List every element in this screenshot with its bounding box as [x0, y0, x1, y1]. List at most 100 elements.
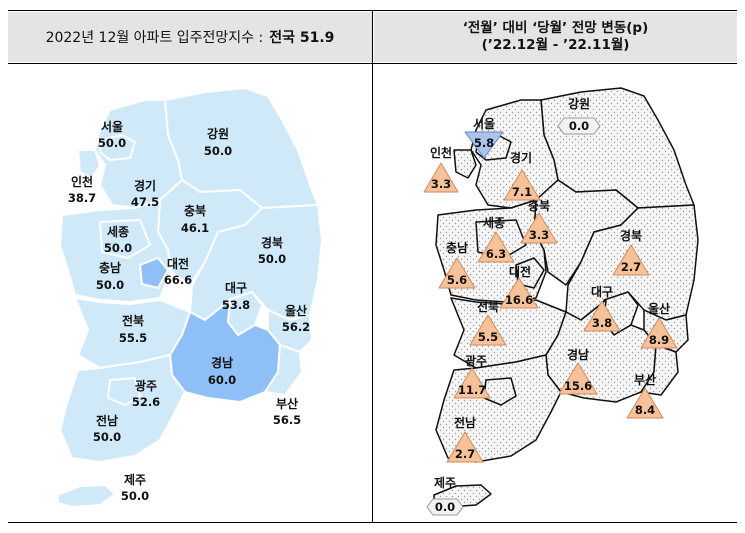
panel-divider — [372, 10, 373, 523]
right-value-sejong: 6.3 — [486, 247, 506, 261]
up-triangle-icon — [640, 317, 678, 349]
right-label-chungbuk: 충북 — [528, 198, 550, 213]
right-value-gyeongnam: 15.6 — [564, 379, 592, 393]
right-value-gyeonggi: 7.1 — [512, 185, 532, 199]
left-value-busan: 56.5 — [273, 413, 301, 427]
up-triangle-icon — [583, 300, 621, 332]
right-title-line2: (’22.12월 - ’22.11월) — [481, 37, 630, 53]
flat-arrow-icon — [426, 498, 464, 516]
left-label-gyeonggi: 경기 — [134, 178, 156, 193]
right-value-chungbuk: 3.3 — [529, 228, 549, 242]
left-value-ulsan: 56.2 — [282, 320, 310, 334]
right-label-gyeonggi: 경기 — [510, 150, 532, 165]
right-region-busan — [640, 344, 679, 396]
left-value-jeonnam: 50.0 — [93, 430, 121, 444]
left-value-jeonbuk: 55.5 — [119, 331, 147, 345]
left-value-incheon: 38.7 — [68, 191, 96, 205]
right-label-gangwon: 강원 — [568, 97, 590, 111]
up-triangle-icon — [469, 314, 507, 346]
up-triangle-icon — [503, 169, 541, 201]
left-label-ulsan: 울산 — [285, 303, 307, 318]
right-label-ulsan: 울산 — [648, 301, 670, 316]
left-region-sejong — [99, 219, 151, 259]
left-value-chungbuk: 46.1 — [181, 221, 209, 235]
left-label-gyeongnam: 경남 — [211, 355, 233, 370]
right-label-sejong: 세종 — [483, 215, 505, 230]
right-label-incheon: 인천 — [430, 145, 452, 160]
left-label-chungbuk: 충북 — [184, 203, 206, 218]
left-label-seoul: 서울 — [101, 119, 123, 134]
up-triangle-icon — [446, 431, 484, 463]
right-label-gwangju: 광주 — [465, 353, 487, 368]
left-value-chungnam: 50.0 — [96, 278, 124, 292]
right-label-gyeongbuk: 경북 — [620, 229, 642, 243]
left-region-seoul — [99, 134, 136, 161]
up-triangle-icon — [453, 367, 491, 399]
left-value-gyeongbuk: 50.0 — [258, 252, 286, 266]
left-label-jeju: 제주 — [124, 473, 146, 487]
left-region-incheon — [77, 149, 101, 179]
left-value-sejong: 50.0 — [104, 241, 132, 255]
right-label-daegu: 대구 — [591, 285, 613, 299]
flat-arrow-icon — [557, 117, 601, 135]
right-label-jeju: 제주 — [434, 476, 456, 490]
up-triangle-icon — [612, 244, 650, 276]
left-label-gyeongbuk: 경북 — [261, 236, 283, 250]
right-value-busan: 8.4 — [635, 403, 655, 417]
right-value-gwangju: 11.7 — [458, 383, 486, 397]
right-markers — [423, 117, 678, 516]
up-triangle-icon — [626, 387, 664, 419]
right-region-incheon — [453, 149, 477, 179]
right-region-jeonnam — [435, 354, 562, 463]
left-label-incheon: 인천 — [71, 174, 93, 189]
left-region-gwangju — [107, 377, 141, 406]
left-label-jeonnam: 전남 — [96, 413, 118, 428]
right-value-jeonnam: 2.7 — [455, 447, 475, 461]
left-region-daejeon — [139, 257, 169, 289]
right-label-seoul: 서울 — [473, 116, 495, 131]
up-triangle-icon — [477, 231, 515, 263]
left-value-gyeonggi: 47.5 — [131, 195, 159, 209]
up-triangle-icon — [558, 362, 598, 395]
right-label-gyeongnam: 경남 — [567, 347, 589, 362]
right-label-jeonbuk: 전북 — [477, 299, 499, 314]
left-label-chungnam: 충남 — [99, 260, 121, 275]
left-value-gyeongnam: 60.0 — [208, 373, 236, 387]
left-label-sejong: 세종 — [107, 224, 129, 239]
right-title-line1: ‘전월’ 대비 ‘당월’ 전망 변동(p) — [462, 20, 649, 36]
right-value-gangwon: 0.0 — [569, 119, 589, 133]
right-value-chungnam: 5.6 — [447, 273, 467, 287]
right-value-daejeon: 16.6 — [505, 293, 533, 307]
right-value-jeju: 0.0 — [435, 500, 455, 514]
left-value-seoul: 50.0 — [98, 136, 126, 150]
right-label-jeonnam: 전남 — [454, 415, 476, 430]
left-region-jeonnam — [59, 354, 186, 463]
up-triangle-icon — [438, 257, 476, 289]
right-map — [433, 87, 699, 508]
left-label-busan: 부산 — [276, 396, 298, 411]
right-value-daegu: 3.8 — [592, 316, 612, 330]
left-region-busan — [264, 344, 303, 396]
left-title-prefix: 2022년 12월 아파트 입주전망지수 : — [45, 30, 264, 46]
left-title-national-value: 전국 51.9 — [269, 30, 335, 46]
right-value-jeonbuk: 5.5 — [478, 330, 498, 344]
right-panel-title: ‘전월’ 대비 ‘당월’ 전망 변동(p) (’22.12월 - ’22.11월… — [374, 12, 737, 62]
left-value-gangwon: 50.0 — [204, 144, 232, 158]
right-value-seoul: 5.8 — [474, 136, 494, 150]
down-triangle-icon — [464, 131, 504, 159]
left-labels: 서울 50.0 강원 50.0 인천 38.7 경기 47.5 충북 46.1 … — [68, 119, 310, 503]
left-value-gwangju: 52.6 — [132, 395, 160, 409]
right-value-incheon: 3.3 — [431, 177, 451, 191]
right-labels: 서울 5.8 강원 0.0 인천 3.3 경기 7.1 충북 3.3 세종 6.… — [430, 97, 670, 514]
left-map — [57, 87, 323, 508]
up-triangle-icon — [520, 212, 558, 244]
left-value-daegu: 53.8 — [222, 298, 250, 312]
up-triangle-icon — [423, 162, 459, 193]
left-label-daejeon: 대전 — [167, 256, 189, 271]
right-label-daejeon: 대전 — [509, 264, 531, 279]
left-label-gangwon: 강원 — [207, 127, 229, 141]
left-panel-title: 2022년 12월 아파트 입주전망지수 : 전국 51.9 — [8, 12, 372, 62]
right-label-chungnam: 충남 — [446, 240, 468, 255]
left-value-daejeon: 66.6 — [164, 273, 192, 287]
